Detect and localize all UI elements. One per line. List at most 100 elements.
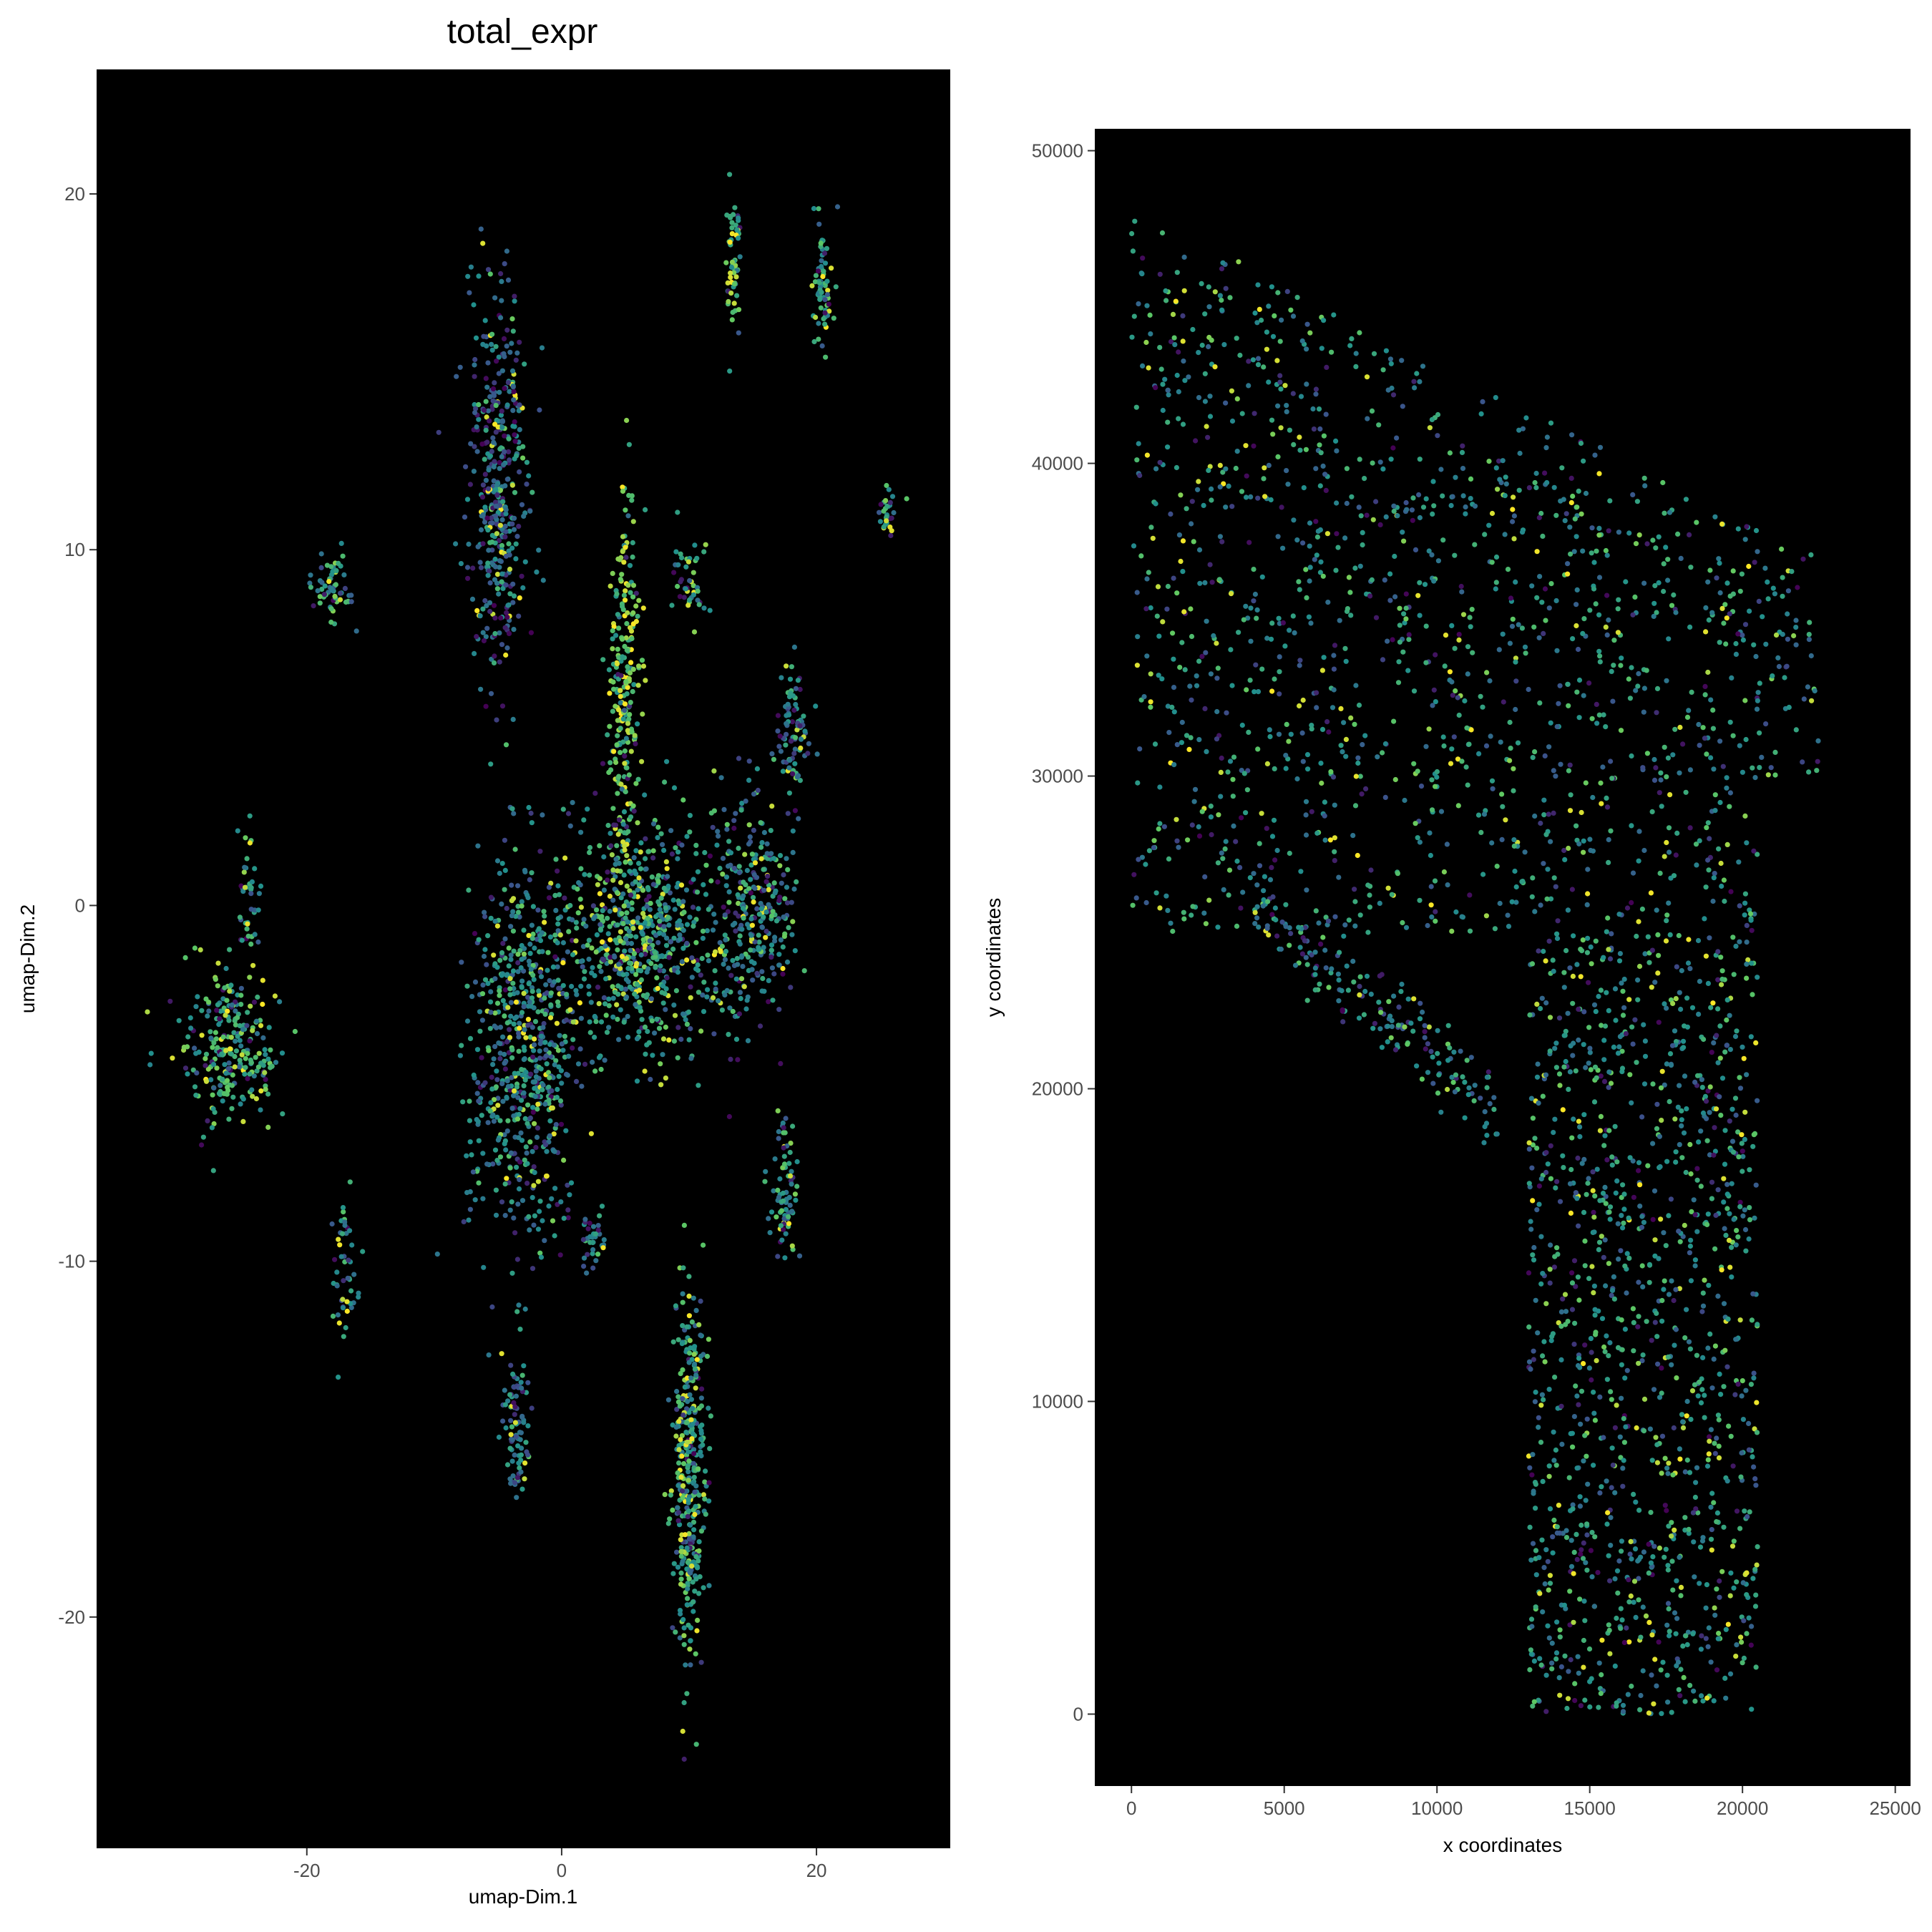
data-point — [476, 1098, 482, 1104]
data-point — [1455, 756, 1461, 762]
data-point — [1331, 312, 1337, 318]
data-point — [1641, 847, 1647, 854]
data-point — [698, 1436, 704, 1442]
data-point — [1144, 653, 1150, 659]
data-point — [625, 979, 631, 985]
data-point — [491, 1056, 497, 1062]
data-point — [1264, 761, 1270, 766]
data-point — [1377, 522, 1383, 528]
data-point — [686, 1360, 692, 1365]
data-point — [787, 1173, 794, 1179]
data-point — [328, 586, 334, 592]
data-point — [1449, 679, 1455, 685]
data-point — [1441, 869, 1447, 875]
data-point — [590, 965, 595, 970]
data-point — [578, 904, 585, 910]
data-point — [687, 1392, 693, 1397]
data-point — [509, 806, 515, 811]
data-point — [622, 643, 628, 650]
data-point — [1392, 553, 1397, 560]
data-point — [1670, 752, 1676, 758]
data-point — [627, 703, 633, 709]
data-point — [547, 1041, 553, 1048]
data-point — [1355, 755, 1361, 761]
data-point — [488, 1100, 494, 1106]
data-point — [749, 967, 755, 972]
data-point — [492, 615, 498, 621]
data-point — [673, 1303, 679, 1309]
data-point — [1744, 840, 1750, 846]
data-point — [1304, 346, 1309, 352]
data-point — [1352, 565, 1358, 571]
data-point — [776, 962, 782, 968]
data-point — [660, 932, 667, 937]
data-point — [434, 1252, 440, 1257]
data-point — [1641, 475, 1647, 481]
data-point — [508, 1480, 514, 1486]
data-point — [628, 700, 633, 706]
data-point — [1411, 761, 1417, 766]
data-point — [1255, 495, 1261, 501]
data-point — [678, 1474, 684, 1480]
data-point — [739, 801, 745, 806]
data-point — [1348, 613, 1354, 618]
data-point — [1707, 567, 1713, 573]
data-point — [1553, 774, 1558, 779]
data-point — [633, 1002, 638, 1008]
data-point — [1219, 850, 1224, 856]
data-point — [1516, 427, 1522, 433]
data-point — [517, 947, 523, 953]
data-point — [1367, 904, 1372, 910]
data-point — [1388, 361, 1394, 366]
data-point — [1440, 493, 1445, 499]
data-point — [472, 362, 477, 368]
data-point — [1303, 812, 1309, 818]
data-point — [1541, 861, 1546, 867]
data-point — [1567, 525, 1573, 530]
data-point — [555, 868, 560, 874]
data-point — [681, 1641, 687, 1647]
data-point — [715, 829, 721, 834]
data-point — [694, 555, 700, 561]
data-point — [889, 494, 896, 499]
data-point — [499, 1351, 504, 1357]
data-point — [630, 919, 636, 925]
data-point — [618, 929, 624, 935]
data-point — [495, 1137, 502, 1143]
data-point — [482, 407, 487, 414]
data-point — [701, 1009, 707, 1015]
data-point — [1751, 642, 1757, 648]
data-point — [507, 552, 512, 558]
data-point — [481, 953, 487, 960]
data-point — [781, 1145, 786, 1151]
data-point — [1506, 924, 1512, 930]
data-point — [487, 600, 493, 605]
data-point — [552, 1233, 557, 1239]
data-point — [240, 1096, 246, 1102]
data-point — [1770, 585, 1776, 591]
data-point — [674, 1388, 680, 1395]
data-point — [497, 957, 503, 963]
data-point — [1199, 653, 1205, 660]
data-point — [503, 1147, 509, 1153]
data-point — [568, 1180, 575, 1186]
data-point — [531, 1079, 537, 1085]
data-point — [735, 962, 741, 967]
data-point — [685, 1399, 691, 1405]
data-point — [617, 557, 623, 562]
data-point — [1576, 841, 1582, 847]
data-point — [1324, 364, 1330, 370]
data-point — [210, 1045, 215, 1050]
data-point — [650, 942, 655, 948]
data-point — [585, 1226, 591, 1231]
data-point — [519, 1486, 525, 1492]
data-point — [1283, 766, 1289, 771]
data-point — [1186, 746, 1192, 752]
data-point — [784, 900, 791, 906]
data-point — [640, 887, 646, 893]
data-point — [680, 1728, 686, 1735]
data-point — [657, 907, 663, 912]
data-point — [638, 967, 644, 973]
data-point — [625, 685, 630, 691]
data-point — [499, 368, 506, 374]
